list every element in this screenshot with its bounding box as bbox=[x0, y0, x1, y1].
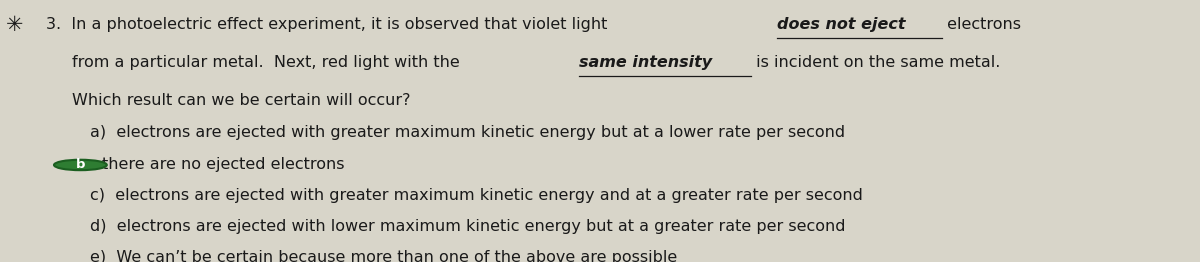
Text: ✳: ✳ bbox=[6, 15, 23, 35]
Text: there are no ejected electrons: there are no ejected electrons bbox=[102, 157, 344, 172]
Text: from a particular metal.  Next, red light with the: from a particular metal. Next, red light… bbox=[72, 55, 464, 70]
Text: electrons: electrons bbox=[942, 17, 1021, 32]
Text: a)  electrons are ejected with greater maximum kinetic energy but at a lower rat: a) electrons are ejected with greater ma… bbox=[90, 125, 845, 140]
Text: e)  We can’t be certain because more than one of the above are possible: e) We can’t be certain because more than… bbox=[90, 250, 677, 262]
Text: 3.  In a photoelectric effect experiment, it is observed that violet light: 3. In a photoelectric effect experiment,… bbox=[46, 17, 612, 32]
Text: Which result can we be certain will occur?: Which result can we be certain will occu… bbox=[72, 93, 410, 108]
Text: d)  electrons are ejected with lower maximum kinetic energy but at a greater rat: d) electrons are ejected with lower maxi… bbox=[90, 219, 846, 234]
Text: same intensity: same intensity bbox=[578, 55, 712, 70]
Text: c)  electrons are ejected with greater maximum kinetic energy and at a greater r: c) electrons are ejected with greater ma… bbox=[90, 188, 863, 203]
Circle shape bbox=[54, 160, 107, 170]
Text: b: b bbox=[76, 159, 85, 171]
Text: is incident on the same metal.: is incident on the same metal. bbox=[751, 55, 1000, 70]
Text: does not eject: does not eject bbox=[776, 17, 905, 32]
